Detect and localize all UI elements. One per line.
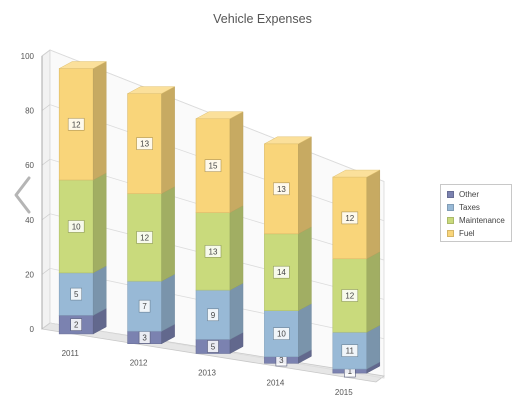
- bar-2013: 5 9 13 15: [195, 111, 244, 354]
- data-label-box: [341, 289, 359, 302]
- data-label-box: [341, 211, 359, 225]
- data-label-box: [273, 182, 290, 196]
- bar-segment-fuel-2015-top: [332, 169, 380, 178]
- data-label: 13: [209, 247, 218, 256]
- data-label-box: [204, 159, 222, 172]
- legend-label-taxes: Taxes: [459, 203, 480, 212]
- y-tick-label: 100: [21, 52, 35, 61]
- data-label-box: [207, 340, 219, 353]
- bar-segment-fuel-2015-side: [366, 169, 381, 260]
- data-label: 12: [345, 214, 354, 223]
- legend-item-other[interactable]: Other: [447, 188, 511, 201]
- data-label: 5: [74, 290, 79, 299]
- side-gridline: [41, 158, 51, 166]
- data-label: 10: [277, 330, 286, 339]
- data-label: 10: [72, 222, 81, 231]
- bar-segment-fuel-2014-side: [298, 136, 312, 235]
- bar-segment-fuel-2014-top: [264, 136, 312, 145]
- chevron-left-icon[interactable]: [10, 174, 36, 216]
- bar-segment-fuel-2013-side: [229, 111, 244, 214]
- data-label-box: [136, 231, 153, 244]
- data-label: 2: [74, 321, 79, 330]
- x-tick-label: 2013: [198, 369, 216, 378]
- data-label: 12: [140, 233, 149, 242]
- y-tick-label: 80: [25, 107, 34, 116]
- data-label: 3: [279, 356, 284, 365]
- bar-segment-taxes-2013-side: [229, 282, 244, 340]
- data-label: 1: [348, 367, 353, 376]
- x-tick-label: 2011: [62, 349, 80, 358]
- side-wall: [41, 49, 51, 330]
- data-label: 14: [277, 268, 286, 277]
- bar-2011: 2 5 10 12: [58, 61, 107, 335]
- bar-2012: 3 7 12 13: [127, 86, 175, 345]
- x-tick-label: 2015: [335, 388, 353, 397]
- bar-2014: 3 10 14 13: [264, 136, 312, 367]
- data-label: 5: [211, 342, 216, 351]
- data-label: 15: [209, 162, 218, 171]
- legend-item-fuel[interactable]: Fuel: [447, 227, 511, 240]
- data-label: 11: [346, 347, 355, 356]
- bar-segment-fuel-2011-top: [59, 61, 107, 69]
- bar-segment-maintenance-2012-side: [161, 186, 175, 282]
- bar-segment-taxes-2011-side: [92, 265, 107, 316]
- data-label: 9: [211, 311, 216, 320]
- bar-segment-taxes-2015-side: [366, 324, 381, 370]
- legend: Other Taxes Maintenance Fuel: [440, 184, 512, 242]
- side-gridline: [41, 213, 51, 221]
- data-label-box: [67, 220, 85, 233]
- side-gridline: [41, 322, 51, 330]
- side-gridline: [41, 49, 51, 57]
- y-tick-label: 60: [25, 161, 34, 170]
- bar-segment-maintenance-2014-side: [298, 226, 312, 312]
- data-label-box: [207, 308, 219, 322]
- legend-swatch-other: [447, 191, 454, 198]
- data-label-box: [67, 117, 85, 131]
- bar-segment-taxes-2014-side: [298, 303, 312, 358]
- legend-label-fuel: Fuel: [459, 229, 475, 238]
- legend-item-maintenance[interactable]: Maintenance: [447, 214, 511, 227]
- chart-title: Vehicle Expenses: [213, 12, 312, 26]
- data-label-box: [341, 344, 359, 357]
- data-label: 13: [140, 140, 149, 149]
- y-tick-label: 0: [30, 325, 35, 334]
- data-label-box: [273, 265, 290, 279]
- legend-label-other: Other: [459, 190, 480, 199]
- y-tick-label: 40: [25, 216, 34, 225]
- data-label: 3: [142, 333, 147, 342]
- bar-segment-taxes-2012-side: [161, 273, 175, 332]
- y-tick-label: 20: [25, 270, 34, 279]
- side-gridline: [41, 104, 51, 111]
- x-tick-label: 2012: [130, 359, 148, 368]
- legend-swatch-fuel: [447, 230, 454, 237]
- data-label-box: [136, 137, 153, 150]
- side-gridline: [41, 268, 51, 275]
- legend-swatch-taxes: [447, 204, 454, 211]
- legend-swatch-maintenance: [447, 217, 454, 224]
- x-tick-label: 2014: [267, 378, 285, 387]
- legend-label-maintenance: Maintenance: [459, 216, 505, 225]
- data-label: 7: [142, 302, 147, 311]
- data-label-box: [70, 287, 82, 301]
- data-label: 12: [72, 120, 81, 129]
- data-label: 12: [345, 292, 354, 301]
- legend-item-taxes[interactable]: Taxes: [447, 201, 511, 214]
- data-label: 13: [277, 185, 286, 194]
- bar-segment-fuel-2013-top: [195, 111, 244, 119]
- bar-segment-maintenance-2015-side: [366, 251, 381, 333]
- bar-segment-maintenance-2011-side: [92, 172, 107, 274]
- data-label-box: [273, 327, 290, 340]
- bar-segment-fuel-2011-side: [92, 61, 107, 181]
- bar-segment-maintenance-2013-side: [229, 205, 244, 291]
- data-label-box: [138, 299, 151, 313]
- bar-segment-fuel-2012-top: [127, 86, 175, 94]
- data-label-box: [204, 245, 222, 258]
- data-label-box: [70, 318, 82, 331]
- bar-segment-fuel-2012-side: [161, 86, 175, 195]
